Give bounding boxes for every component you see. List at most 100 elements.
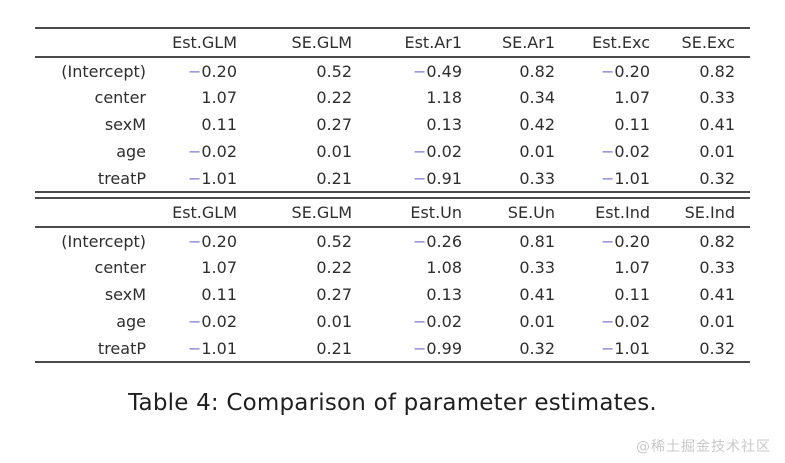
row-label-header	[35, 28, 146, 58]
value-cell: 1.07	[201, 88, 237, 107]
table-row: (Intercept) −0.20 0.52 −0.49 0.82 −0.20 0.82	[35, 57, 750, 84]
minus-sign: −	[600, 142, 615, 161]
value-cell: 0.22	[316, 88, 352, 107]
minus-sign: −	[412, 312, 427, 331]
value-cell: 0.33	[699, 88, 735, 107]
minus-sign: −	[187, 338, 202, 358]
value-cell: −0.99	[412, 338, 462, 358]
value-cell: 0.32	[699, 168, 735, 188]
row-label: sexM	[104, 115, 146, 134]
minus-sign: −	[187, 142, 202, 161]
value-cell: 1.08	[426, 258, 462, 277]
minus-sign: −	[600, 338, 615, 358]
minus-sign: −	[412, 61, 427, 81]
value-cell: 0.01	[519, 312, 555, 331]
value-cell: 0.11	[201, 115, 237, 134]
header-row: Est.GLM SE.GLM Est.Ar1 SE.Ar1 Est.Exc SE.Exc	[35, 28, 750, 58]
watermark: @稀土掘金技术社区	[636, 439, 771, 455]
row-label: (Intercept)	[61, 61, 146, 81]
value-cell: −0.02	[600, 142, 650, 161]
minus-sign: −	[187, 61, 202, 81]
row-label: (Intercept)	[61, 231, 146, 251]
value-cell: −1.01	[600, 168, 650, 188]
value-cell: 0.41	[699, 285, 735, 304]
value-cell: −1.01	[600, 338, 650, 358]
row-label: center	[94, 88, 146, 107]
row-label-header	[35, 198, 146, 228]
value-cell: 0.21	[316, 168, 352, 188]
minus-sign: −	[600, 312, 615, 331]
column-header: Est.Exc	[555, 28, 650, 58]
value-cell: 0.82	[519, 61, 555, 81]
table-row: treatP −1.01 0.21 −0.99 0.32 −1.01 0.32	[35, 335, 750, 362]
value-cell: 1.07	[201, 258, 237, 277]
value-cell: 0.52	[316, 61, 352, 81]
value-cell: 0.13	[426, 115, 462, 134]
value-cell: −0.20	[187, 231, 237, 251]
minus-sign: −	[187, 312, 202, 331]
minus-sign: −	[412, 168, 427, 188]
column-header: SE.Exc	[650, 28, 750, 58]
value-cell: −0.02	[412, 312, 462, 331]
column-header: SE.GLM	[237, 198, 352, 228]
row-label: treatP	[97, 338, 146, 358]
value-cell: −0.20	[600, 231, 650, 251]
minus-sign: −	[187, 231, 202, 251]
value-cell: −0.49	[412, 61, 462, 81]
column-header: Est.Ind	[555, 198, 650, 228]
value-cell: 1.18	[426, 88, 462, 107]
value-cell: 1.07	[614, 88, 650, 107]
row-label: treatP	[97, 168, 146, 188]
minus-sign: −	[600, 61, 615, 81]
value-cell: 0.82	[699, 231, 735, 251]
value-cell: −0.02	[412, 142, 462, 161]
value-cell: 0.27	[316, 285, 352, 304]
value-cell: 0.01	[316, 142, 352, 161]
value-cell: −0.02	[187, 312, 237, 331]
column-header: SE.Un	[462, 198, 555, 228]
column-header: Est.Ar1	[352, 28, 462, 58]
parameter-table-glm-ar1-exchangeable: Est.GLM SE.GLM Est.Ar1 SE.Ar1 Est.Exc SE.Exc (…	[35, 27, 750, 193]
value-cell: 0.34	[519, 88, 555, 107]
value-cell: 0.41	[519, 285, 555, 304]
table-row: treatP −1.01 0.21 −0.91 0.33 −1.01 0.32	[35, 165, 750, 192]
value-cell: −0.91	[412, 168, 462, 188]
value-cell: 1.07	[614, 258, 650, 277]
table-row: age −0.02 0.01 −0.02 0.01 −0.02 0.01	[35, 138, 750, 165]
table-row: (Intercept) −0.20 0.52 −0.26 0.81 −0.20 0.82	[35, 227, 750, 254]
value-cell: 0.27	[316, 115, 352, 134]
value-cell: 0.33	[519, 168, 555, 188]
value-cell: −0.20	[187, 61, 237, 81]
table-row: sexM 0.11 0.27 0.13 0.42 0.11 0.41	[35, 111, 750, 138]
minus-sign: −	[412, 231, 427, 251]
value-cell: −0.02	[600, 312, 650, 331]
value-cell: 0.11	[201, 285, 237, 304]
value-cell: −0.20	[600, 61, 650, 81]
value-cell: 0.01	[316, 312, 352, 331]
value-cell: 0.42	[519, 115, 555, 134]
table-row: center 1.07 0.22 1.08 0.33 1.07 0.33	[35, 254, 750, 281]
row-label: center	[94, 258, 146, 277]
value-cell: −0.26	[412, 231, 462, 251]
column-header: SE.GLM	[237, 28, 352, 58]
value-cell: −0.02	[187, 142, 237, 161]
parameter-table-glm-unstructured-independent: Est.GLM SE.GLM Est.Un SE.Un Est.Ind SE.Ind (In…	[35, 197, 750, 363]
column-header: SE.Ind	[650, 198, 750, 228]
value-cell: 0.32	[519, 338, 555, 358]
column-header: Est.Un	[352, 198, 462, 228]
row-label: sexM	[104, 285, 146, 304]
value-cell: 0.11	[614, 285, 650, 304]
value-cell: 0.81	[519, 231, 555, 251]
table-row: age −0.02 0.01 −0.02 0.01 −0.02 0.01	[35, 308, 750, 335]
table-row: center 1.07 0.22 1.18 0.34 1.07 0.33	[35, 84, 750, 111]
value-cell: 0.01	[699, 142, 735, 161]
minus-sign: −	[412, 142, 427, 161]
minus-sign: −	[187, 168, 202, 188]
column-header: SE.Ar1	[462, 28, 555, 58]
value-cell: 0.32	[699, 338, 735, 358]
value-cell: 0.01	[699, 312, 735, 331]
row-label: age	[116, 312, 146, 331]
value-cell: −1.01	[187, 338, 237, 358]
value-cell: −1.01	[187, 168, 237, 188]
